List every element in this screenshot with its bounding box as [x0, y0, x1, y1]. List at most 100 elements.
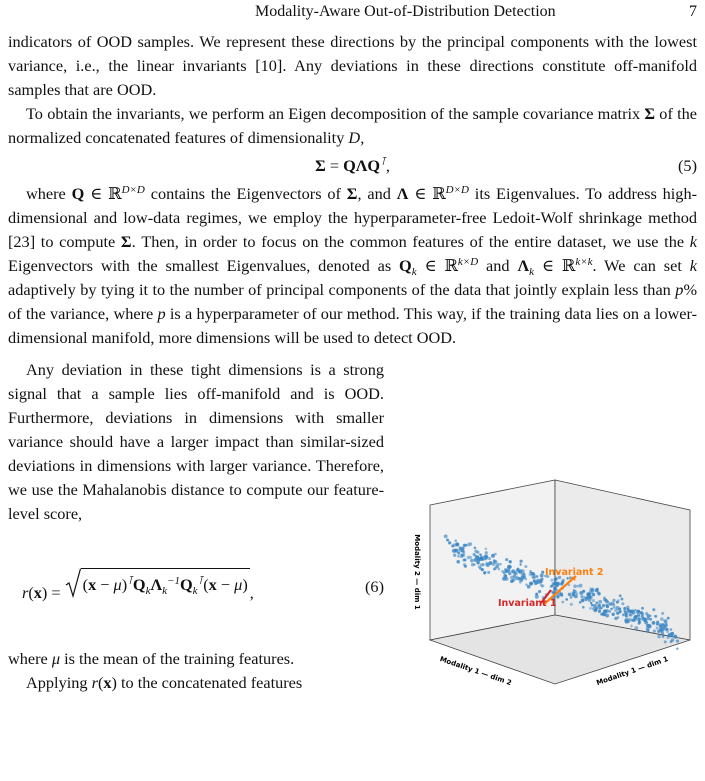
scatter-point [595, 587, 599, 591]
scatter-point [507, 564, 512, 569]
math-italic: μ [51, 649, 61, 668]
scatter-point [535, 580, 540, 585]
scatter-point [487, 570, 491, 574]
scatter-point [639, 611, 643, 615]
scatter-point [614, 616, 618, 621]
scatter-point [476, 560, 480, 565]
scatter-point [627, 609, 630, 613]
scatter-point [561, 600, 565, 604]
scatter-point [576, 584, 580, 588]
scatter-point [485, 563, 490, 568]
math-bold: Σ [346, 184, 358, 203]
scatter-point [507, 569, 511, 573]
math-bold: Q [399, 256, 412, 275]
superscript: ⊺ [197, 575, 204, 587]
math-italic: p [157, 304, 166, 323]
scatter-point [448, 541, 452, 545]
scatter-point [537, 589, 542, 594]
scatter-point [453, 548, 457, 552]
scatter-point [553, 581, 557, 585]
text-run: is a hyperparameter of our method. This … [8, 304, 697, 347]
scatter-point [494, 552, 497, 556]
math-bold: x [208, 575, 217, 594]
scatter-point [603, 596, 606, 600]
scatter-point [556, 581, 561, 586]
scatter-point [580, 595, 584, 599]
scatter-point [666, 636, 670, 639]
scatter-point [457, 554, 460, 558]
math-bold: Σ [315, 156, 326, 175]
superscript: ⊺ [380, 156, 386, 168]
superscript: D×D [121, 184, 145, 196]
scatter-point [634, 608, 637, 612]
invariant-label: Invariant 1 [498, 598, 556, 609]
scatter-point [676, 647, 679, 650]
scatter-point [530, 571, 534, 576]
scatter-point [452, 553, 457, 557]
scatter-point [666, 616, 670, 620]
scatter-point [484, 551, 488, 555]
scatter-point [644, 620, 649, 625]
text-run: = [325, 156, 344, 175]
invariant-1-arrow [540, 589, 552, 604]
scatter-point [479, 553, 482, 557]
scatter-point [597, 592, 601, 596]
scatter-point [628, 613, 632, 617]
scatter-point [524, 564, 528, 569]
scatter-point [635, 617, 639, 621]
scatter-point [612, 605, 616, 609]
scatter-point [510, 575, 515, 580]
math-bold: Q [179, 575, 193, 594]
equation-number: (5) [678, 156, 697, 175]
math-bold: Σ [120, 232, 132, 251]
scatter-point [620, 597, 624, 601]
scatter-point [647, 624, 652, 629]
text-run: where [26, 184, 72, 203]
equation: Σ = QΛQ⊺, (5) [8, 150, 697, 182]
scatter-point [482, 563, 485, 566]
scatter-point [669, 628, 673, 631]
scatter-point [473, 546, 477, 550]
scatter-point [612, 603, 616, 607]
scatter-point [597, 609, 602, 613]
scatter-point [495, 564, 499, 569]
scatter-point [511, 569, 516, 574]
scatter-point [622, 613, 625, 617]
superscript: D×D [445, 184, 469, 196]
scatter-point [663, 619, 668, 624]
scatter-point [590, 603, 594, 607]
scatter-point [661, 611, 665, 615]
scatter-point [646, 617, 650, 621]
text-run: ( [97, 673, 104, 692]
subscript: k [411, 266, 417, 278]
scatter-point [477, 558, 481, 562]
scatter-point [630, 624, 633, 628]
scatter-point [526, 584, 531, 589]
scatter-point [550, 590, 554, 594]
scatter-point [618, 610, 622, 614]
scatter-point [497, 567, 501, 571]
superscript: k×D [457, 256, 479, 268]
equation-body: Σ = QΛQ⊺, [315, 154, 390, 178]
scatter-point [556, 596, 560, 599]
scatter-point [667, 632, 672, 637]
scatter-point [474, 554, 477, 558]
point-cloud [443, 534, 680, 650]
scatter-point [575, 592, 579, 595]
scatter-point [579, 591, 582, 594]
scatter-point [675, 639, 680, 643]
scatter-point [665, 627, 669, 631]
scatter-point [468, 542, 473, 546]
math-bold: Σ [644, 104, 656, 123]
invariant-2-arrow [542, 575, 577, 606]
scatter-point [589, 607, 592, 610]
math-italic: r [22, 583, 29, 602]
scatter-point [491, 553, 495, 558]
text-run: ∈ ℝ [534, 256, 576, 275]
scatter-point [605, 613, 610, 618]
scatter-point [535, 575, 539, 578]
text-run: − [216, 575, 235, 594]
scatter-point [487, 556, 492, 561]
text-run: where [8, 649, 52, 668]
